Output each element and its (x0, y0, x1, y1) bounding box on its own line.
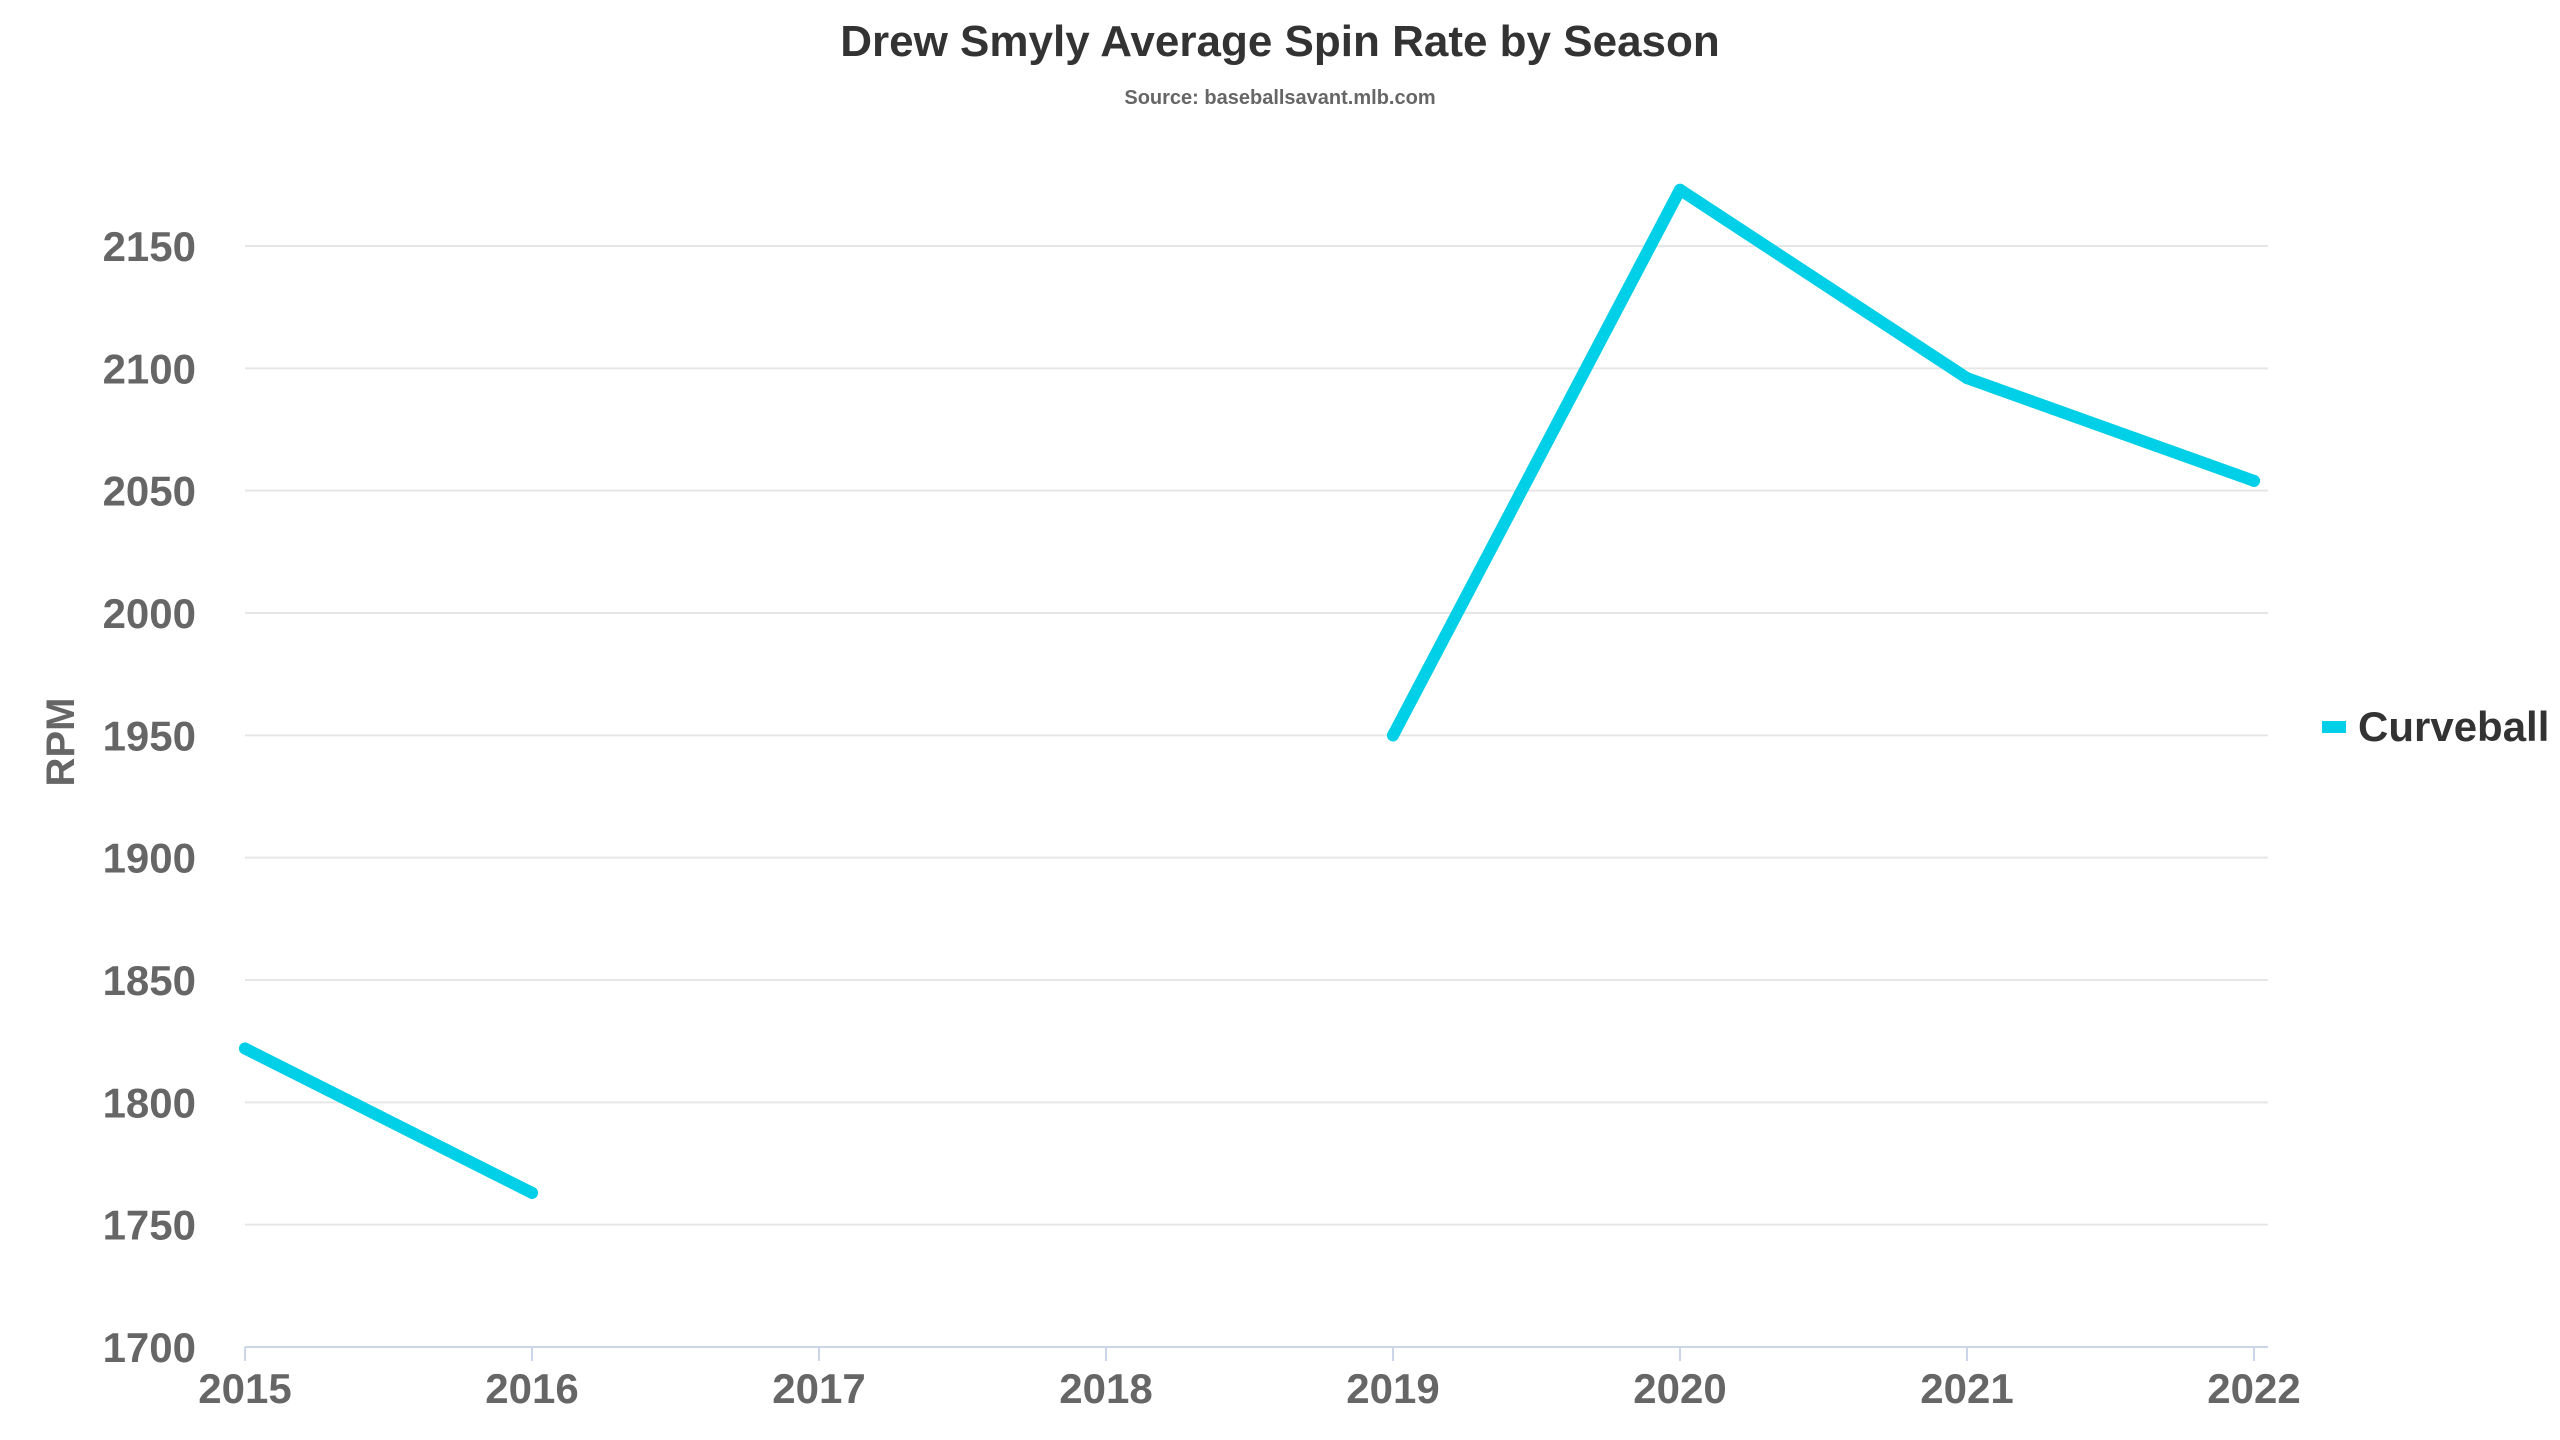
chart-title: Drew Smyly Average Spin Rate by Season (840, 17, 1720, 66)
x-tick-label: 2018 (1059, 1365, 1152, 1412)
y-tick-label: 1750 (103, 1202, 196, 1249)
y-tick-label: 2050 (103, 468, 196, 515)
chart-subtitle: Source: baseballsavant.mlb.com (1124, 87, 1435, 109)
y-tick-label: 2150 (103, 223, 196, 270)
data-point (1387, 729, 1399, 742)
x-tick-label: 2017 (772, 1365, 865, 1412)
y-tick-label: 1800 (103, 1079, 196, 1126)
y-tick-label: 1950 (103, 712, 196, 759)
series-layer (239, 183, 2260, 1199)
y-tick-label: 2000 (103, 590, 196, 637)
series-line-curveball (1387, 183, 2260, 742)
y-tick-label: 1900 (103, 835, 196, 882)
x-tick-label: 2019 (1346, 1365, 1439, 1412)
y-tick-label: 1700 (103, 1324, 196, 1371)
x-tick-label: 2020 (1633, 1365, 1726, 1412)
y-axis: 1700 1750 1800 1850 1900 1950 2000 2050 2100 2150 (103, 223, 196, 1371)
y-tick-label: 1850 (103, 957, 196, 1004)
x-tick-label: 2021 (1920, 1365, 2013, 1412)
data-point (1961, 372, 1973, 385)
x-tick-label: 2015 (198, 1365, 291, 1412)
gridlines (245, 245, 2268, 1226)
legend-label: Curveball (2358, 703, 2549, 750)
x-tick-label: 2016 (485, 1365, 578, 1412)
y-tick-label: 2100 (103, 345, 196, 392)
legend: Curveball (2322, 703, 2549, 750)
y-axis-label: RPM (39, 698, 83, 787)
data-point (1674, 183, 1686, 196)
data-point (526, 1186, 538, 1199)
x-axis: 2015 2016 2017 2018 2019 2020 2021 2022 (198, 1346, 2301, 1412)
data-point (2248, 474, 2260, 487)
data-point (239, 1042, 251, 1055)
x-tick-label: 2022 (2207, 1365, 2300, 1412)
series-line-curveball (239, 1042, 538, 1199)
